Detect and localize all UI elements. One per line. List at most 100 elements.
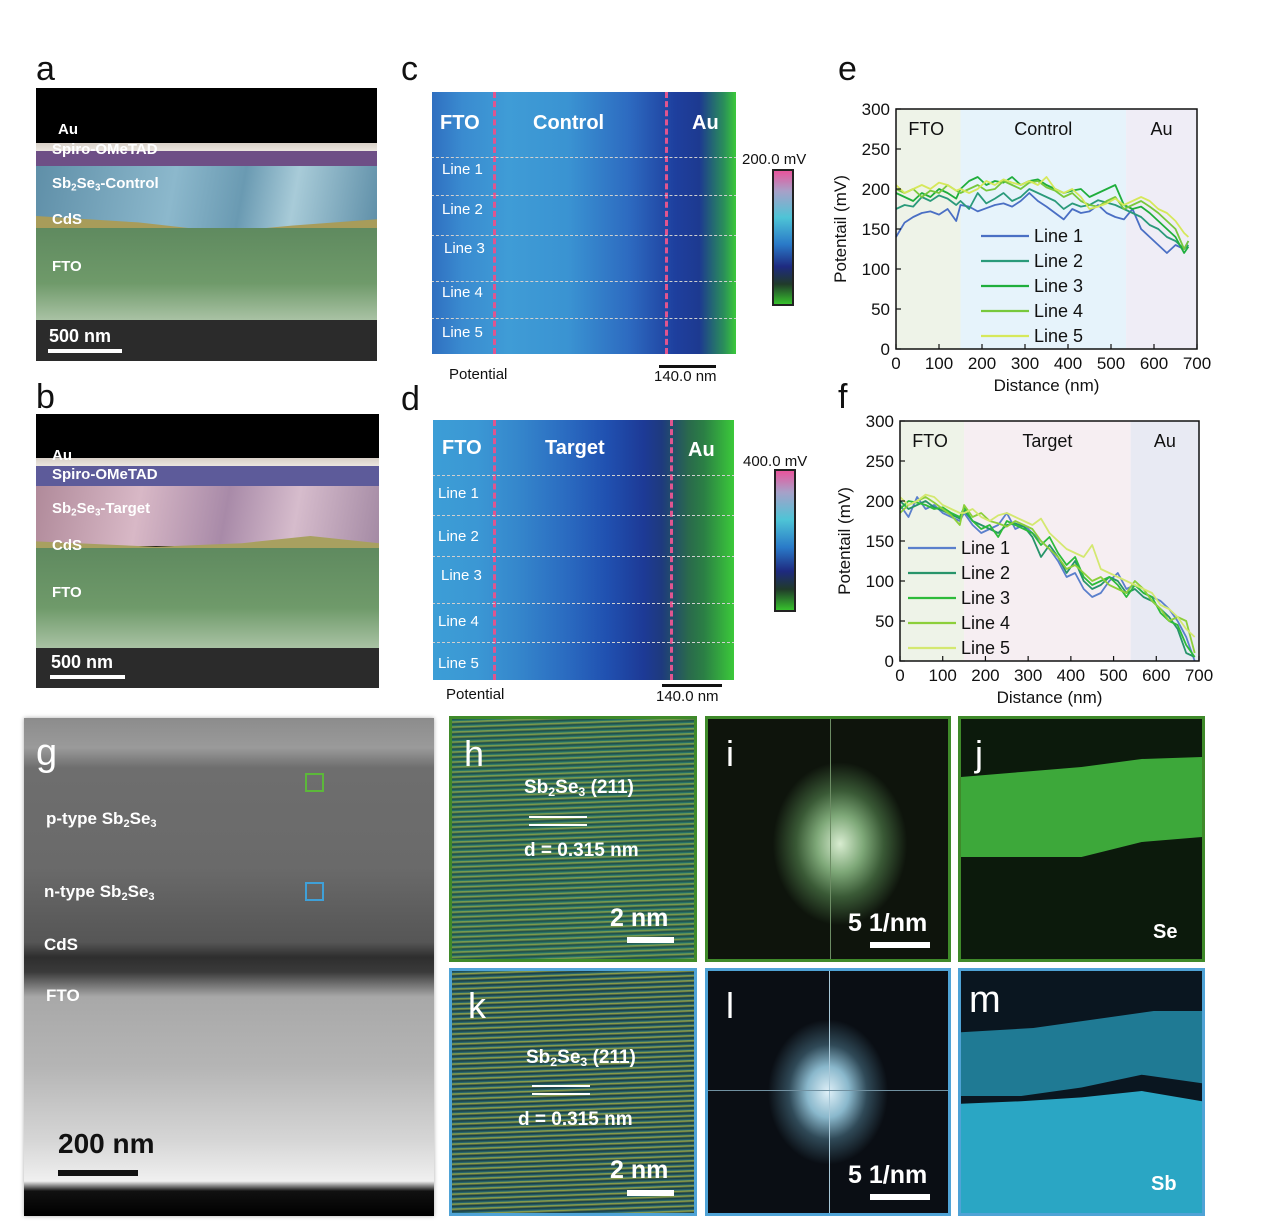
layer-fto [36, 548, 379, 648]
label-n-type: n-type Sb2Se3 [44, 882, 155, 903]
region-target: Target [545, 437, 605, 459]
y-tick-label: 50 [871, 300, 890, 319]
y-tick-label: 150 [862, 220, 890, 239]
scale-bar-label: 200 nm [58, 1128, 155, 1159]
x-axis-label: Distance (nm) [994, 376, 1100, 395]
d-spacing-label: d = 0.315 nm [524, 840, 639, 861]
y-tick-label: 200 [866, 492, 894, 511]
y-tick-label: 300 [862, 100, 890, 119]
line-1-marker [433, 475, 734, 476]
panel-label-c: c [401, 50, 418, 88]
region-fto: FTO [442, 437, 482, 459]
line-1-label: Line 1 [438, 485, 479, 502]
line-1-marker [432, 157, 736, 158]
panel-label-e: e [838, 50, 857, 88]
kpfm-map-control: FTO Control Au Line 1 Line 2 Line 3 Line… [432, 92, 736, 354]
roi-p-type-box [305, 773, 324, 792]
x-tick-label: 700 [1185, 666, 1213, 685]
y-tick-label: 300 [866, 412, 894, 431]
line-2-label: Line 2 [442, 201, 483, 218]
panel-label-h: h [464, 733, 485, 774]
legend-label: Line 3 [1034, 276, 1083, 296]
label-cds: CdS [52, 211, 82, 228]
line-2-marker [432, 195, 736, 196]
colorbar-max-label: 400.0 mV [743, 453, 808, 470]
sb-lower-band [961, 1091, 1202, 1213]
tem-cross-section: g p-type Sb2Se3 n-type Sb2Se3 CdS FTO 20… [24, 718, 434, 1216]
scale-bar [662, 684, 722, 687]
lattice-fringe-marker [529, 816, 587, 826]
layer-sb2se3 [36, 486, 379, 546]
scale-bar [659, 365, 716, 368]
series-line-3 [899, 500, 1196, 658]
scale-bar [870, 942, 930, 948]
x-tick-label: 0 [891, 354, 900, 373]
region-au [1126, 109, 1197, 349]
scale-bar [870, 1194, 930, 1200]
line-5-marker [432, 318, 736, 319]
region-fto [900, 421, 965, 661]
scale-bar [58, 1170, 138, 1176]
x-tick-label: 200 [971, 666, 999, 685]
lattice-fringe-marker [532, 1085, 590, 1095]
layer-sb2se3 [36, 166, 377, 228]
legend-label: Line 3 [961, 588, 1010, 608]
label-au: Au [58, 121, 78, 138]
footer-potential: Potential [446, 686, 505, 703]
panel-label-f: f [838, 378, 848, 416]
region-fto [896, 109, 961, 349]
region-fto: FTO [440, 112, 480, 134]
x-tick-label: 500 [1097, 354, 1125, 373]
x-tick-label: 100 [929, 666, 957, 685]
x-tick-label: 400 [1054, 354, 1082, 373]
chart-e: FTO Control Au 0 100 200 300 400 500 600 700 0 50 100… [831, 100, 1211, 395]
boundary-fto [493, 420, 496, 680]
colorbar [772, 169, 794, 306]
line-1-label: Line 1 [442, 161, 483, 178]
line-3-marker [433, 556, 734, 557]
region-au: Au [688, 439, 715, 461]
element-label: Se [1153, 921, 1178, 943]
scale-bar-label: 500 nm [51, 652, 114, 672]
scale-bar-label: 140.0 nm [654, 368, 717, 385]
colorbar [774, 469, 796, 612]
legend-label: Line 1 [961, 538, 1010, 558]
scale-bar-label: 5 1/nm [848, 909, 928, 937]
label-sb2se3-target: Sb2Se3-Target [52, 500, 151, 519]
chart-f: FTO Target Au 0 100 200 300 400 500 600 700 0 50 100 1… [835, 412, 1213, 707]
scale-bar [48, 349, 122, 353]
series-line-5 [895, 176, 1190, 238]
series-line-4 [895, 180, 1190, 250]
substrate [36, 320, 377, 361]
line-4-marker [432, 281, 736, 282]
layer-spiro [36, 466, 379, 488]
substrate [36, 648, 379, 688]
layer-au [36, 458, 379, 468]
panel-label-k: k [468, 985, 486, 1026]
x-tick-label: 100 [925, 354, 953, 373]
y-axis-label: Potentail (mV) [831, 175, 850, 283]
label-cds: CdS [52, 537, 82, 554]
layer-fto [36, 228, 377, 320]
region-label: FTO [912, 431, 948, 451]
x-tick-label: 600 [1142, 666, 1170, 685]
hrtem-p-type: h Sb2Se3 (211) d = 0.315 nm 2 nm [449, 716, 697, 962]
line-2-marker [433, 515, 734, 516]
layer-au [36, 143, 377, 153]
line-3-marker [432, 235, 736, 236]
scale-bar-label: 2 nm [610, 904, 669, 932]
y-tick-label: 150 [866, 532, 894, 551]
y-tick-label: 100 [862, 260, 890, 279]
x-tick-label: 500 [1099, 666, 1127, 685]
panel-label-j: j [975, 733, 983, 774]
colorbar-max-label: 200.0 mV [742, 151, 807, 168]
plane-label: Sb2Se3 (211) [524, 777, 634, 800]
fft-axis-vertical [830, 719, 831, 959]
x-tick-label: 0 [895, 666, 904, 685]
series-line-2 [895, 188, 1190, 250]
region-label: Au [1151, 119, 1173, 139]
x-tick-label: 300 [1014, 666, 1042, 685]
y-tick-label: 250 [862, 140, 890, 159]
label-fto: FTO [52, 584, 82, 601]
label-spiro: Spiro-OMeTAD [52, 466, 158, 483]
